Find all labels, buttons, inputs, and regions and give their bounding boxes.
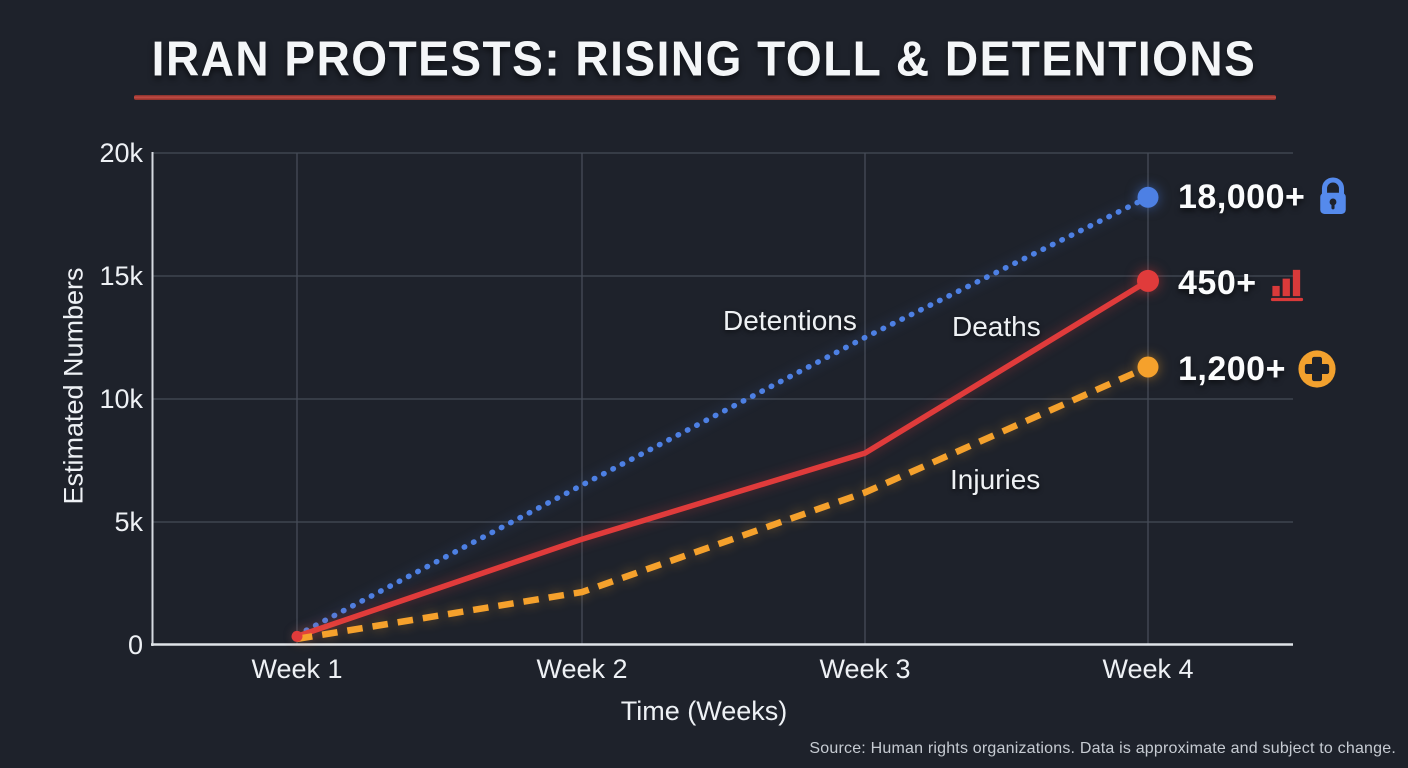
detentions-value: 18,000+	[1178, 177, 1306, 216]
y-tick-0: 0	[127, 630, 143, 660]
vertical-gridlines	[296, 153, 1149, 645]
title-underline	[134, 95, 1276, 100]
y-tick-10k: 10k	[99, 384, 143, 414]
deaths-annotation: 450+	[1178, 262, 1306, 304]
deaths-end-dot	[1137, 269, 1159, 292]
deaths-value: 450+	[1178, 263, 1257, 302]
y-tick-15k: 15k	[99, 261, 143, 291]
lock-icon	[1316, 177, 1350, 217]
injuries-line	[296, 364, 1150, 643]
deaths-series-label: Deaths	[952, 311, 1041, 342]
injuries-annotation: 1,200+	[1178, 348, 1337, 390]
injuries-series-label: Injuries	[950, 464, 1041, 495]
y-tick-20k: 20k	[99, 138, 143, 168]
horizontal-gridlines	[152, 152, 1293, 523]
y-axis-title: Estimated Numbers	[58, 267, 89, 505]
x-tick-week2: Week 2	[536, 654, 628, 684]
source-note: Source: Human rights organizations. Data…	[809, 740, 1396, 757]
plus-circle-icon	[1297, 349, 1337, 389]
y-tick-5k: 5k	[114, 507, 143, 537]
detentions-series-label: Detentions	[723, 305, 857, 336]
series-start-dot	[291, 630, 303, 642]
page-title: IRAN PROTESTS: RISING TOLL & DETENTIONS	[151, 31, 1257, 87]
x-tick-week1: Week 1	[251, 654, 343, 684]
deaths-line	[294, 278, 1151, 640]
injuries-end-dot	[1137, 356, 1159, 378]
x-axis-title: Time (Weeks)	[620, 696, 788, 726]
detentions-end-dot	[1137, 186, 1159, 208]
bar-chart-icon	[1268, 264, 1306, 302]
injuries-value: 1,200+	[1178, 349, 1286, 388]
x-tick-week4: Week 4	[1102, 654, 1194, 684]
x-tick-week3: Week 3	[819, 654, 911, 684]
detentions-annotation: 18,000+	[1178, 176, 1350, 218]
detentions-line	[294, 194, 1151, 638]
